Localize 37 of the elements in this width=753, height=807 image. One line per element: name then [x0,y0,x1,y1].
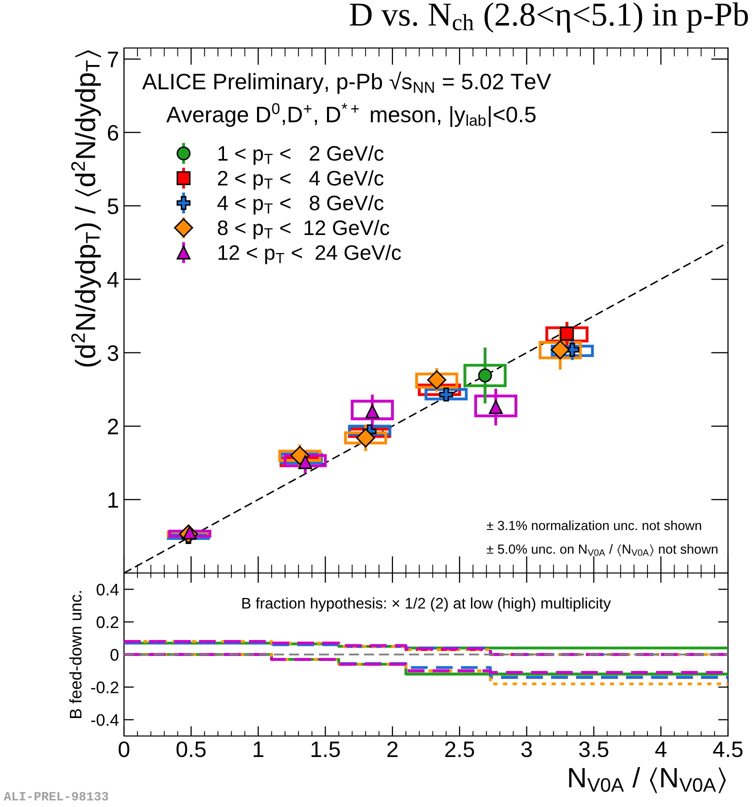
x-tick-label: 0 [118,741,130,758]
y-tick-label: 1 [108,492,118,508]
text: ALI-PREL-98133 [4,792,108,801]
legend-label: 8 < p$_{T}$ < 12 GeV/c [218,220,390,240]
y-tick-label: -0.4 [91,714,119,726]
x-tick-label: 2.5 [445,741,474,758]
y-tick-label: -0.2 [91,682,118,694]
legend-label: 2 < p$_{T}$ < 4 GeV/c [218,170,384,190]
y-tick-label: 4 [107,272,118,288]
y-tick-label: 6 [108,124,118,141]
x-tick-label: 4.5 [713,742,743,758]
y-tick-label: 0.4 [96,584,119,596]
x-tick-label: 2 [387,741,398,757]
annotation: ALICE Preliminary, p-Pb √s$_{NN}$ = 5.02 TeV [142,72,552,94]
text: Average D$^{0}$,D$^{+}$, D$^{*+}$ meson, |y$_{lab}$|<0.5 [166,103,536,127]
x-tick-label: 3 [521,741,532,758]
y-tick-label: 7 [108,52,118,68]
legend-label: 12 < p$_{T}$ < 24 GeV/c [218,244,401,264]
y-tick-label: 0 [110,648,118,661]
legend-label: 1 < p$_{T}$ < 2 GeV/c [218,146,384,165]
x-tick-label: 0.5 [176,741,206,758]
y-tick-label: 2 [108,418,118,434]
x-axis-title: N$_{V0A}$ / ⟨N$_{V0A}$⟩ [569,767,726,794]
y-tick-label: 5 [108,198,118,214]
annotation: ± 5.0% unc. on N$_{V0A}$ / ⟨N$_{V0A}$⟩ not shown [486,544,718,556]
y-axis-title: B feed-down unc. [69,591,82,718]
annotation: ± 3.1% normalization unc. not shown [486,520,702,530]
x-tick-label: 1.5 [312,742,340,758]
chart-title: D vs. N$_{ch}$ (2.8<η<5.1) in p-Pb [350,2,748,33]
x-tick-label: 3.5 [579,741,608,758]
y-tick-label: 3 [108,345,118,361]
x-tick-label: 1 [254,742,264,757]
text: (d$^{2}$N/dydp$_{T}$) / ⟨d$^{2}$N/dydp$_{T}$⟩ [71,50,101,367]
legend-label: 4 < p$_{T}$ < 8 GeV/c [217,195,384,215]
y-tick-label: 0.2 [96,616,118,628]
annotation: B fraction hypothesis: × 1/2 (2) at low (high) multiplicity [242,597,611,612]
x-tick-label: 4 [655,742,666,757]
